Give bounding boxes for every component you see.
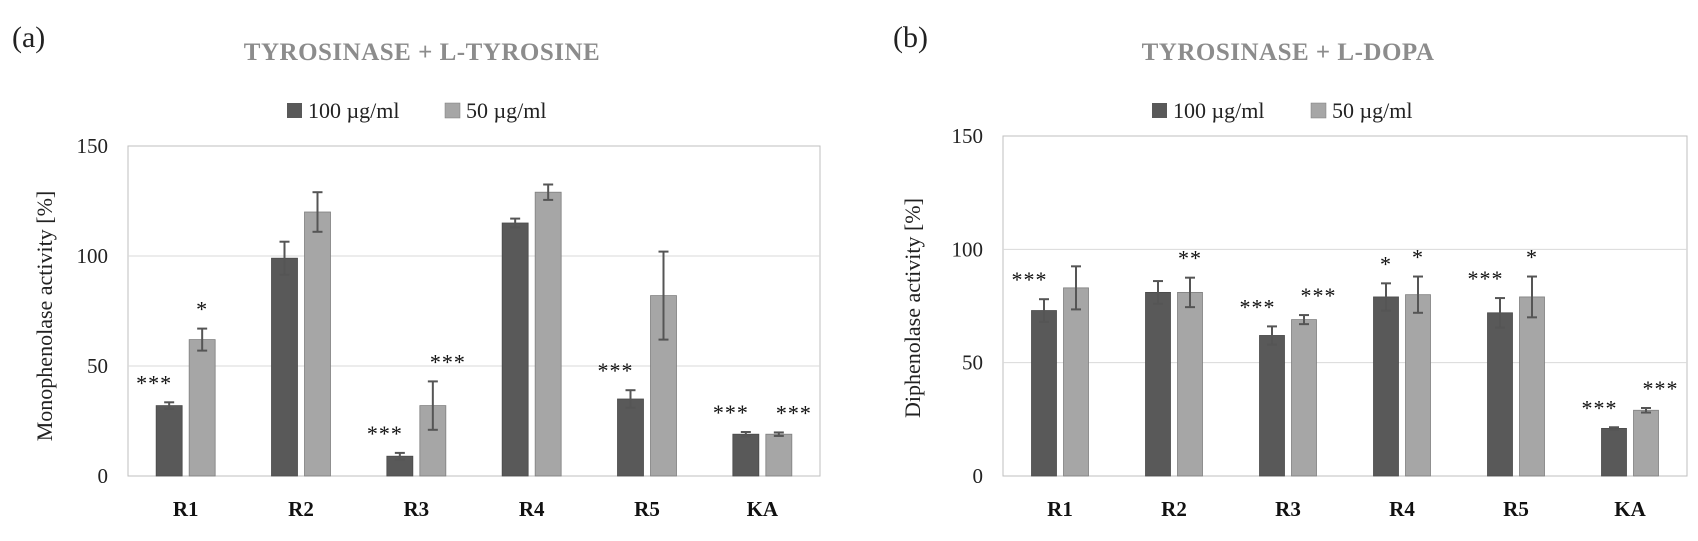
- bar: [617, 398, 644, 477]
- bar: [1405, 294, 1431, 477]
- significance-marker: ***: [1468, 266, 1504, 291]
- significance-marker: ***: [1012, 267, 1048, 292]
- y-tick-label: 50: [962, 351, 983, 375]
- y-tick-label: 150: [77, 134, 109, 158]
- bar: [188, 339, 216, 477]
- x-tick-label: R3: [403, 497, 429, 521]
- y-tick-label: 0: [973, 464, 984, 488]
- legend-swatch-series-1: [1152, 103, 1167, 118]
- bar: [1259, 335, 1285, 477]
- y-tick-label: 150: [952, 124, 984, 148]
- significance-marker: *: [1412, 245, 1424, 270]
- x-tick-label: R1: [173, 497, 199, 521]
- x-tick-label: R2: [288, 497, 314, 521]
- x-tick-label: R5: [1503, 497, 1529, 521]
- chart-title: TYROSINASE + L-TYROSINE: [244, 39, 600, 66]
- legend-label-series-1: 100 µg/ml: [308, 98, 400, 123]
- x-tick-label: KA: [1614, 497, 1646, 521]
- legend: 100 µg/ml 50 µg/ml: [1152, 98, 1413, 123]
- significance-marker: *: [1380, 251, 1392, 276]
- bar: [1633, 409, 1659, 477]
- significance-marker: ***: [367, 421, 403, 446]
- plot-area: [127, 145, 821, 477]
- y-axis-label: Monophenolase activity [%]: [32, 191, 57, 442]
- x-tick-label: R5: [634, 497, 660, 521]
- significance-marker: *: [1526, 245, 1538, 270]
- x-tick-label: R3: [1275, 497, 1301, 521]
- significance-marker: ***: [1301, 283, 1337, 308]
- significance-marker: ***: [1240, 294, 1276, 319]
- x-tick-label: R4: [1389, 497, 1415, 521]
- bar: [1145, 291, 1171, 477]
- x-tick-label: KA: [747, 497, 779, 521]
- legend-label-series-2: 50 µg/ml: [466, 98, 547, 123]
- significance-marker: ***: [598, 358, 634, 383]
- bar: [1031, 310, 1057, 477]
- significance-marker: *: [196, 297, 208, 322]
- legend-swatch-series-2: [1310, 102, 1327, 119]
- panel-label: (b): [893, 21, 928, 54]
- bar: [1601, 427, 1627, 477]
- y-tick-label: 50: [87, 354, 108, 378]
- bar: [304, 211, 331, 477]
- bar: [1487, 312, 1513, 477]
- y-tick-label: 100: [952, 237, 984, 261]
- bar: [1063, 287, 1089, 477]
- y-tick-label: 0: [98, 464, 109, 488]
- bar: [732, 433, 760, 477]
- bar: [765, 433, 793, 477]
- y-axis-label: Diphenolase activity [%]: [900, 198, 925, 418]
- legend-label-series-2: 50 µg/ml: [1332, 98, 1413, 123]
- bar: [1519, 296, 1545, 477]
- chart-panel-b: (b) TYROSINASE + L-DOPA 100 µg/ml 50 µg/…: [893, 21, 1688, 521]
- bar: [534, 191, 562, 477]
- significance-marker: ***: [1643, 376, 1679, 401]
- bar: [501, 222, 529, 477]
- significance-marker: ***: [430, 349, 466, 374]
- significance-marker: ***: [713, 400, 749, 425]
- bar: [1291, 319, 1317, 477]
- legend-swatch-series-1: [287, 103, 302, 118]
- panel-label: (a): [12, 21, 45, 54]
- significance-marker: **: [1178, 246, 1202, 271]
- chart-title: TYROSINASE + L-DOPA: [1142, 39, 1435, 66]
- bar: [155, 405, 183, 477]
- chart-panel-a: (a) TYROSINASE + L-TYROSINE 100 µg/ml 50…: [12, 21, 821, 521]
- plot-area: [1002, 135, 1688, 477]
- bar: [1373, 296, 1399, 477]
- x-tick-label: R1: [1047, 497, 1073, 521]
- legend-label-series-1: 100 µg/ml: [1173, 98, 1265, 123]
- legend: 100 µg/ml 50 µg/ml: [287, 98, 547, 123]
- bar: [271, 257, 298, 477]
- bar: [1177, 291, 1203, 477]
- x-tick-label: R4: [519, 497, 545, 521]
- significance-marker: ***: [776, 400, 812, 425]
- legend-swatch-series-2: [444, 102, 461, 119]
- significance-marker: ***: [136, 370, 172, 395]
- y-tick-label: 100: [77, 244, 109, 268]
- significance-marker: ***: [1582, 395, 1618, 420]
- x-tick-label: R2: [1161, 497, 1187, 521]
